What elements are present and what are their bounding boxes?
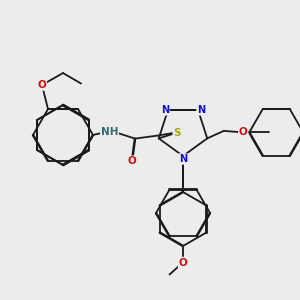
Text: O: O <box>178 257 188 268</box>
Text: O: O <box>128 156 136 166</box>
Text: O: O <box>239 128 248 137</box>
Text: N: N <box>197 105 205 115</box>
Text: NH: NH <box>101 127 118 137</box>
Text: O: O <box>38 80 46 90</box>
Text: S: S <box>173 128 181 138</box>
Text: N: N <box>161 105 169 115</box>
Text: N: N <box>179 154 187 164</box>
